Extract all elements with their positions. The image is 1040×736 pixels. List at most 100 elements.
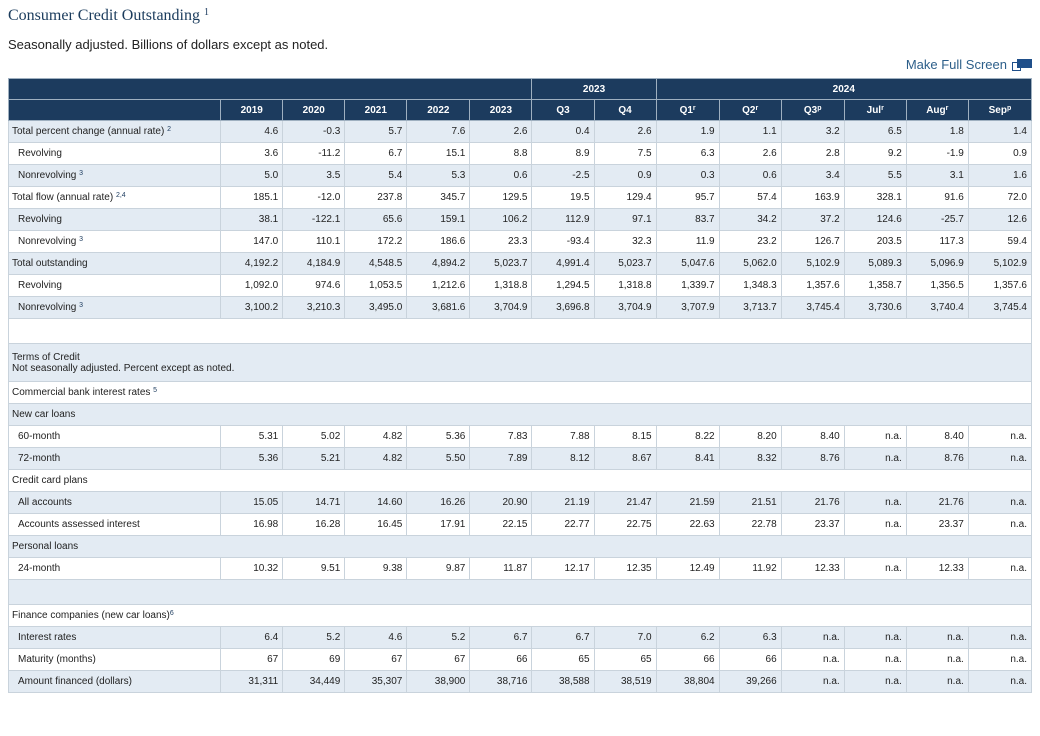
row-label: Total percent change (annual rate) 2 [7,120,222,143]
table-cell: 38,804 [655,670,720,693]
table-cell: 22.77 [531,513,595,536]
row-label: 60-month [7,425,222,448]
footnote-link[interactable]: 5 [153,387,158,394]
table-cell: 117.3 [905,230,969,253]
table-cell: 3.2 [780,120,845,143]
column-mark: r [945,104,949,112]
header-group-2024: 2024 [655,78,1033,100]
row-label-text: Revolving [18,148,62,159]
table-cell: 3,681.6 [406,296,471,319]
table-cell: 20.90 [469,491,533,514]
row-label-text: Total outstanding [12,258,88,269]
page-title: Consumer Credit Outstanding 1 [8,7,209,25]
credit-card-plans-label: Credit card plans [12,475,88,486]
table-cell: 21.47 [593,491,657,514]
table-cell: 3,704.9 [593,296,657,319]
table-cell: 16.45 [344,513,408,536]
table-row: Amount financed (dollars) 31,311 34,449 35,… [7,670,1033,693]
table-cell: 1,357.6 [780,274,845,297]
table-cell: -93.4 [531,230,595,253]
table-cell: 5.7 [344,120,408,143]
table-cell: 14.60 [344,491,408,514]
row-label: Revolving [7,274,222,297]
consumer-credit-table: 2023 2024 2019 2020 2021 2022 2023 Q3 Q4 Q1r Q2r Q3… [7,78,1033,693]
column-header-2023-q4: Q4 [593,99,657,121]
table-cell: 3.4 [780,164,845,187]
footnote-link[interactable]: 2 [167,126,172,133]
fullscreen-icon [1012,58,1032,71]
table-cell: 8.32 [718,447,782,470]
table-cell: n.a. [967,491,1033,514]
table-cell: 12.49 [655,557,720,580]
table-cell: 95.7 [655,186,720,209]
table-cell: 11.92 [718,557,782,580]
terms-note: Not seasonally adjusted. Percent except … [12,362,235,374]
table-cell: 4.6 [220,120,284,143]
table-cell: 5,089.3 [843,252,907,275]
table-cell: n.a. [780,648,845,671]
commercial-bank-label: Commercial bank interest rates [12,387,151,398]
table-cell: 12.6 [967,208,1033,231]
table-cell: 31,311 [220,670,284,693]
table-cell: n.a. [967,513,1033,536]
table-cell: 126.7 [780,230,845,253]
footnote-link[interactable]: 3 [79,302,84,309]
table-cell: n.a. [905,648,969,671]
table-cell: 237.8 [344,186,408,209]
section-row: New car loans [8,403,1032,426]
section-row: Commercial bank interest rates 5 [8,381,1032,404]
column-header-2024-aug: Augr [905,99,969,121]
new-car-loans-label: New car loans [12,409,76,420]
table-cell: 3.1 [905,164,969,187]
section-row [8,579,1032,605]
table-cell: 8.76 [780,447,845,470]
table-cell: 5,102.9 [780,252,845,275]
table-cell: 7.0 [593,626,657,649]
table-row: Revolving 3.6 -11.2 6.7 15.1 8.8 8.9 7.5 6.3 2.6 2… [7,142,1033,165]
table-cell: 147.0 [220,230,284,253]
row-label: 72-month [7,447,222,470]
page-subtitle: Seasonally adjusted. Billions of dollars… [8,37,329,52]
row-label: Revolving [7,208,222,231]
table-row: Revolving 1,092.0 974.6 1,053.5 1,212.6 1,318… [7,274,1033,297]
row-label: Revolving [7,142,222,165]
table-row: Maturity (months) 67 69 67 67 66 65 65 66 66 n.a. n… [7,648,1033,671]
row-label-text: Nonrevolving [18,170,77,181]
table-cell: 3,745.4 [780,296,845,319]
table-row: Nonrevolving 3 3,100.2 3,210.3 3,495.0 3,681… [7,296,1033,319]
table-cell: 5,023.7 [593,252,657,275]
table-cell: 21.76 [905,491,969,514]
table-cell: 21.59 [655,491,720,514]
section-row: Credit card plans [8,469,1032,492]
table-cell: 5.02 [282,425,346,448]
table-cell: 4,894.2 [406,252,471,275]
row-label: 24-month [7,557,222,580]
table-cell: 8.76 [905,447,969,470]
table-cell: 1,294.5 [531,274,595,297]
table-cell: 0.9 [967,142,1033,165]
table-cell: 172.2 [344,230,408,253]
table-cell: 9.2 [843,142,907,165]
footnote-link[interactable]: 6 [169,610,174,617]
table-cell: 186.6 [406,230,471,253]
row-label-text: Revolving [18,280,62,291]
table-cell: 5.36 [220,447,284,470]
title-footnote[interactable]: 1 [203,7,209,18]
table-cell: 7.83 [469,425,533,448]
table-row: Nonrevolving 3 147.0 110.1 172.2 186.6 23.3 -9… [7,230,1033,253]
table-cell: 5.5 [843,164,907,187]
table-cell: 8.12 [531,447,595,470]
table-cell: 34,449 [282,670,346,693]
make-full-screen-link[interactable]: Make Full Screen [906,57,1032,72]
table-cell: n.a. [967,425,1033,448]
footnote-link[interactable]: 2,4 [115,192,126,199]
table-cell: 9.38 [344,557,408,580]
table-cell: 106.2 [469,208,533,231]
table-cell: 3,210.3 [282,296,346,319]
footnote-link[interactable]: 3 [79,236,84,243]
section-row: Personal loans [8,535,1032,558]
table-cell: 12.35 [593,557,657,580]
table-cell: 1,357.6 [967,274,1033,297]
footnote-link[interactable]: 3 [79,170,84,177]
table-cell: 1,053.5 [344,274,408,297]
